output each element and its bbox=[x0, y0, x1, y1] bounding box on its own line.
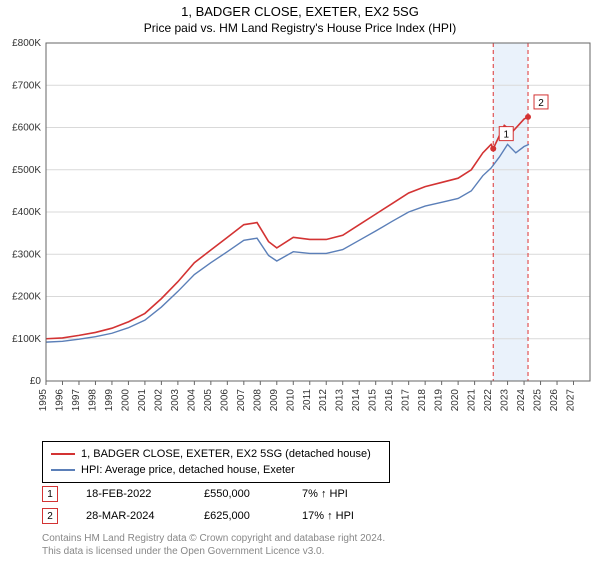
svg-text:2020: 2020 bbox=[450, 389, 461, 412]
sale-row-2: 2 28-MAR-2024 £625,000 17% ↑ HPI bbox=[42, 508, 354, 524]
svg-text:1997: 1997 bbox=[71, 389, 82, 412]
svg-text:2024: 2024 bbox=[516, 389, 527, 412]
svg-text:2014: 2014 bbox=[351, 389, 362, 412]
svg-text:1: 1 bbox=[503, 130, 509, 141]
svg-text:2008: 2008 bbox=[252, 389, 263, 412]
svg-text:£500K: £500K bbox=[12, 165, 41, 176]
svg-text:2003: 2003 bbox=[170, 389, 181, 412]
svg-text:£400K: £400K bbox=[12, 207, 41, 218]
sale-delta-2: 17% ↑ HPI bbox=[302, 510, 354, 522]
svg-text:2011: 2011 bbox=[302, 389, 313, 411]
svg-text:2012: 2012 bbox=[318, 389, 329, 412]
svg-text:1996: 1996 bbox=[54, 389, 65, 412]
svg-text:2010: 2010 bbox=[285, 389, 296, 412]
sale-row-1: 1 18-FEB-2022 £550,000 7% ↑ HPI bbox=[42, 486, 348, 502]
svg-text:1995: 1995 bbox=[38, 389, 49, 412]
svg-text:2016: 2016 bbox=[384, 389, 395, 412]
svg-text:2025: 2025 bbox=[533, 389, 544, 412]
svg-text:£700K: £700K bbox=[12, 80, 41, 91]
svg-text:£100K: £100K bbox=[12, 334, 41, 345]
svg-text:2004: 2004 bbox=[186, 389, 197, 412]
svg-text:2007: 2007 bbox=[236, 389, 247, 412]
legend-label-1: 1, BADGER CLOSE, EXETER, EX2 5SG (detach… bbox=[81, 446, 371, 462]
svg-text:£800K: £800K bbox=[12, 38, 41, 49]
svg-text:2015: 2015 bbox=[368, 389, 379, 412]
svg-text:2022: 2022 bbox=[483, 389, 494, 412]
svg-text:2000: 2000 bbox=[120, 389, 131, 412]
svg-text:2013: 2013 bbox=[335, 389, 346, 412]
svg-text:2001: 2001 bbox=[137, 389, 148, 412]
legend: 1, BADGER CLOSE, EXETER, EX2 5SG (detach… bbox=[42, 441, 390, 483]
svg-text:1999: 1999 bbox=[104, 389, 115, 412]
svg-text:2006: 2006 bbox=[219, 389, 230, 412]
sale-delta-1: 7% ↑ HPI bbox=[302, 488, 348, 500]
svg-text:2026: 2026 bbox=[549, 389, 560, 412]
svg-text:2023: 2023 bbox=[500, 389, 511, 412]
svg-text:2019: 2019 bbox=[434, 389, 445, 412]
sale-date-1: 18-FEB-2022 bbox=[86, 488, 176, 500]
svg-text:2018: 2018 bbox=[417, 389, 428, 412]
sale-price-2: £625,000 bbox=[204, 510, 274, 522]
svg-text:£600K: £600K bbox=[12, 123, 41, 134]
line-chart: £0 £100K £200K £300K £400K £500K £600K £700K £80… bbox=[0, 35, 600, 435]
sale-date-2: 28-MAR-2024 bbox=[86, 510, 176, 522]
svg-text:£0: £0 bbox=[30, 376, 42, 387]
footer-line-2: This data is licensed under the Open Gov… bbox=[42, 545, 385, 558]
svg-text:£300K: £300K bbox=[12, 249, 41, 260]
sale-marker-1: 1 bbox=[42, 486, 58, 502]
sale-price-1: £550,000 bbox=[204, 488, 274, 500]
svg-text:2005: 2005 bbox=[203, 389, 214, 412]
footer-line-1: Contains HM Land Registry data © Crown c… bbox=[42, 532, 385, 545]
footer-note: Contains HM Land Registry data © Crown c… bbox=[42, 532, 385, 558]
svg-text:£200K: £200K bbox=[12, 292, 41, 303]
svg-text:2017: 2017 bbox=[401, 389, 412, 412]
svg-text:1998: 1998 bbox=[87, 389, 98, 412]
sale-marker-2: 2 bbox=[42, 508, 58, 524]
chart-subtitle: Price paid vs. HM Land Registry's House … bbox=[0, 21, 600, 35]
svg-text:2021: 2021 bbox=[467, 389, 478, 412]
chart-title: 1, BADGER CLOSE, EXETER, EX2 5SG bbox=[0, 4, 600, 19]
svg-text:2: 2 bbox=[538, 98, 544, 109]
legend-label-2: HPI: Average price, detached house, Exet… bbox=[81, 462, 295, 478]
svg-text:2027: 2027 bbox=[566, 389, 577, 412]
svg-text:2009: 2009 bbox=[269, 389, 280, 412]
svg-text:2002: 2002 bbox=[153, 389, 164, 412]
